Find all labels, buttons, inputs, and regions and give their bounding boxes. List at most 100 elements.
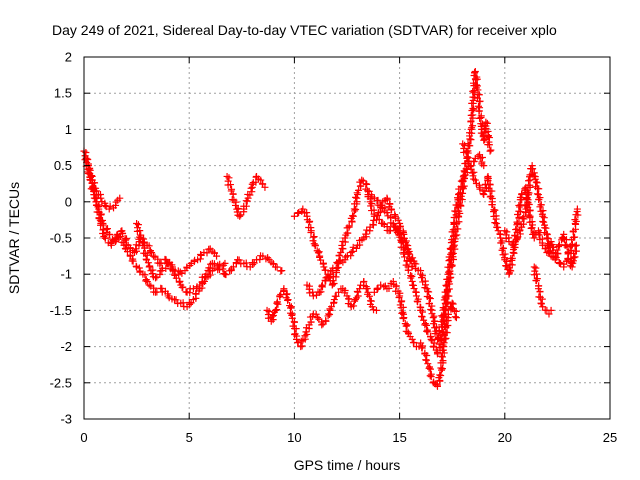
data-point-marker [215, 266, 223, 274]
data-point-marker [481, 134, 489, 142]
series-track-c [84, 165, 124, 213]
data-point-marker [236, 212, 244, 220]
data-point-marker [493, 223, 501, 231]
y-tick-label: -3 [60, 412, 72, 427]
data-point-marker [143, 251, 151, 259]
data-point-marker [540, 218, 548, 226]
data-point-marker [129, 257, 137, 265]
data-point-marker [368, 303, 376, 311]
data-point-marker [532, 178, 540, 186]
data-point-marker [449, 300, 457, 308]
data-point-marker [136, 233, 144, 241]
data-point-marker [93, 187, 101, 195]
data-point-marker [309, 292, 317, 300]
x-tick-label: 10 [287, 430, 301, 445]
data-point-marker [407, 274, 415, 282]
data-point-marker [488, 201, 496, 209]
series-track-m [530, 263, 555, 318]
y-tick-label: -2.5 [50, 375, 72, 390]
data-point-marker [442, 302, 450, 310]
data-point-marker [530, 172, 538, 180]
data-point-marker [327, 303, 335, 311]
data-point-marker [97, 194, 105, 202]
data-point-marker [497, 239, 505, 247]
data-point-marker [445, 292, 453, 300]
data-point-marker [134, 221, 142, 229]
data-point-marker [312, 310, 320, 318]
data-point-marker [426, 295, 434, 303]
series-track-b [82, 154, 221, 278]
data-point-marker [523, 202, 531, 210]
data-point-marker [459, 189, 467, 197]
data-point-marker [395, 293, 403, 301]
data-point-marker [486, 180, 494, 188]
data-point-marker [503, 228, 511, 236]
data-point-marker [547, 306, 555, 314]
data-point-marker [486, 147, 494, 155]
data-point-marker [356, 285, 364, 293]
data-point-marker [287, 303, 295, 311]
data-point-marker [294, 209, 302, 217]
data-point-marker [544, 235, 552, 243]
data-point-marker [527, 224, 535, 232]
data-point-marker [522, 205, 530, 213]
data-point-marker [141, 244, 149, 252]
data-point-marker [460, 182, 468, 190]
data-point-marker [436, 344, 444, 352]
data-point-marker [571, 253, 579, 261]
data-point-marker [496, 230, 504, 238]
data-point-marker [322, 317, 330, 325]
data-point-marker [172, 296, 180, 304]
data-point-marker [471, 67, 479, 75]
data-point-marker [307, 229, 315, 237]
data-point-marker [280, 286, 288, 294]
y-tick-label: 0 [65, 194, 72, 209]
data-point-marker [349, 243, 357, 251]
data-point-marker [485, 141, 493, 149]
data-point-marker [158, 288, 166, 296]
x-tick-label: 25 [603, 430, 617, 445]
data-point-marker [314, 314, 322, 322]
data-point-marker [445, 277, 453, 285]
data-point-marker [332, 292, 340, 300]
data-point-marker [256, 256, 264, 264]
data-point-marker [100, 233, 108, 241]
data-point-marker [367, 202, 375, 210]
data-point-marker [448, 261, 456, 269]
data-point-marker [221, 259, 229, 267]
data-point-marker [84, 155, 92, 163]
data-point-marker [470, 175, 478, 183]
data-point-marker [148, 270, 156, 278]
data-point-marker [455, 207, 463, 215]
data-point-marker [203, 249, 211, 257]
data-point-marker [455, 200, 463, 208]
data-point-marker [352, 244, 360, 252]
data-point-marker [394, 216, 402, 224]
data-point-marker [410, 285, 418, 293]
data-point-marker [400, 250, 408, 258]
data-point-marker [276, 292, 284, 300]
data-point-marker [314, 249, 322, 257]
chart-title: Day 249 of 2021, Sidereal Day-to-day VTE… [52, 22, 557, 38]
data-point-marker [98, 198, 106, 206]
data-point-marker [136, 227, 144, 235]
data-point-marker [149, 252, 157, 260]
data-point-marker [99, 230, 107, 238]
data-point-marker [205, 264, 213, 272]
data-point-marker [106, 231, 114, 239]
data-point-marker [385, 284, 393, 292]
data-point-marker [370, 212, 378, 220]
data-point-marker [424, 328, 432, 336]
data-point-marker [398, 297, 406, 305]
data-point-marker [574, 211, 582, 219]
data-point-marker [471, 176, 479, 184]
data-point-marker [533, 190, 541, 198]
data-point-marker [164, 260, 172, 268]
data-point-marker [213, 252, 221, 260]
data-point-marker [480, 191, 488, 199]
data-point-marker [258, 180, 266, 188]
data-point-marker [457, 201, 465, 209]
data-point-marker [533, 270, 541, 278]
data-point-marker [219, 265, 227, 273]
y-tick-label: -0.5 [50, 231, 72, 246]
